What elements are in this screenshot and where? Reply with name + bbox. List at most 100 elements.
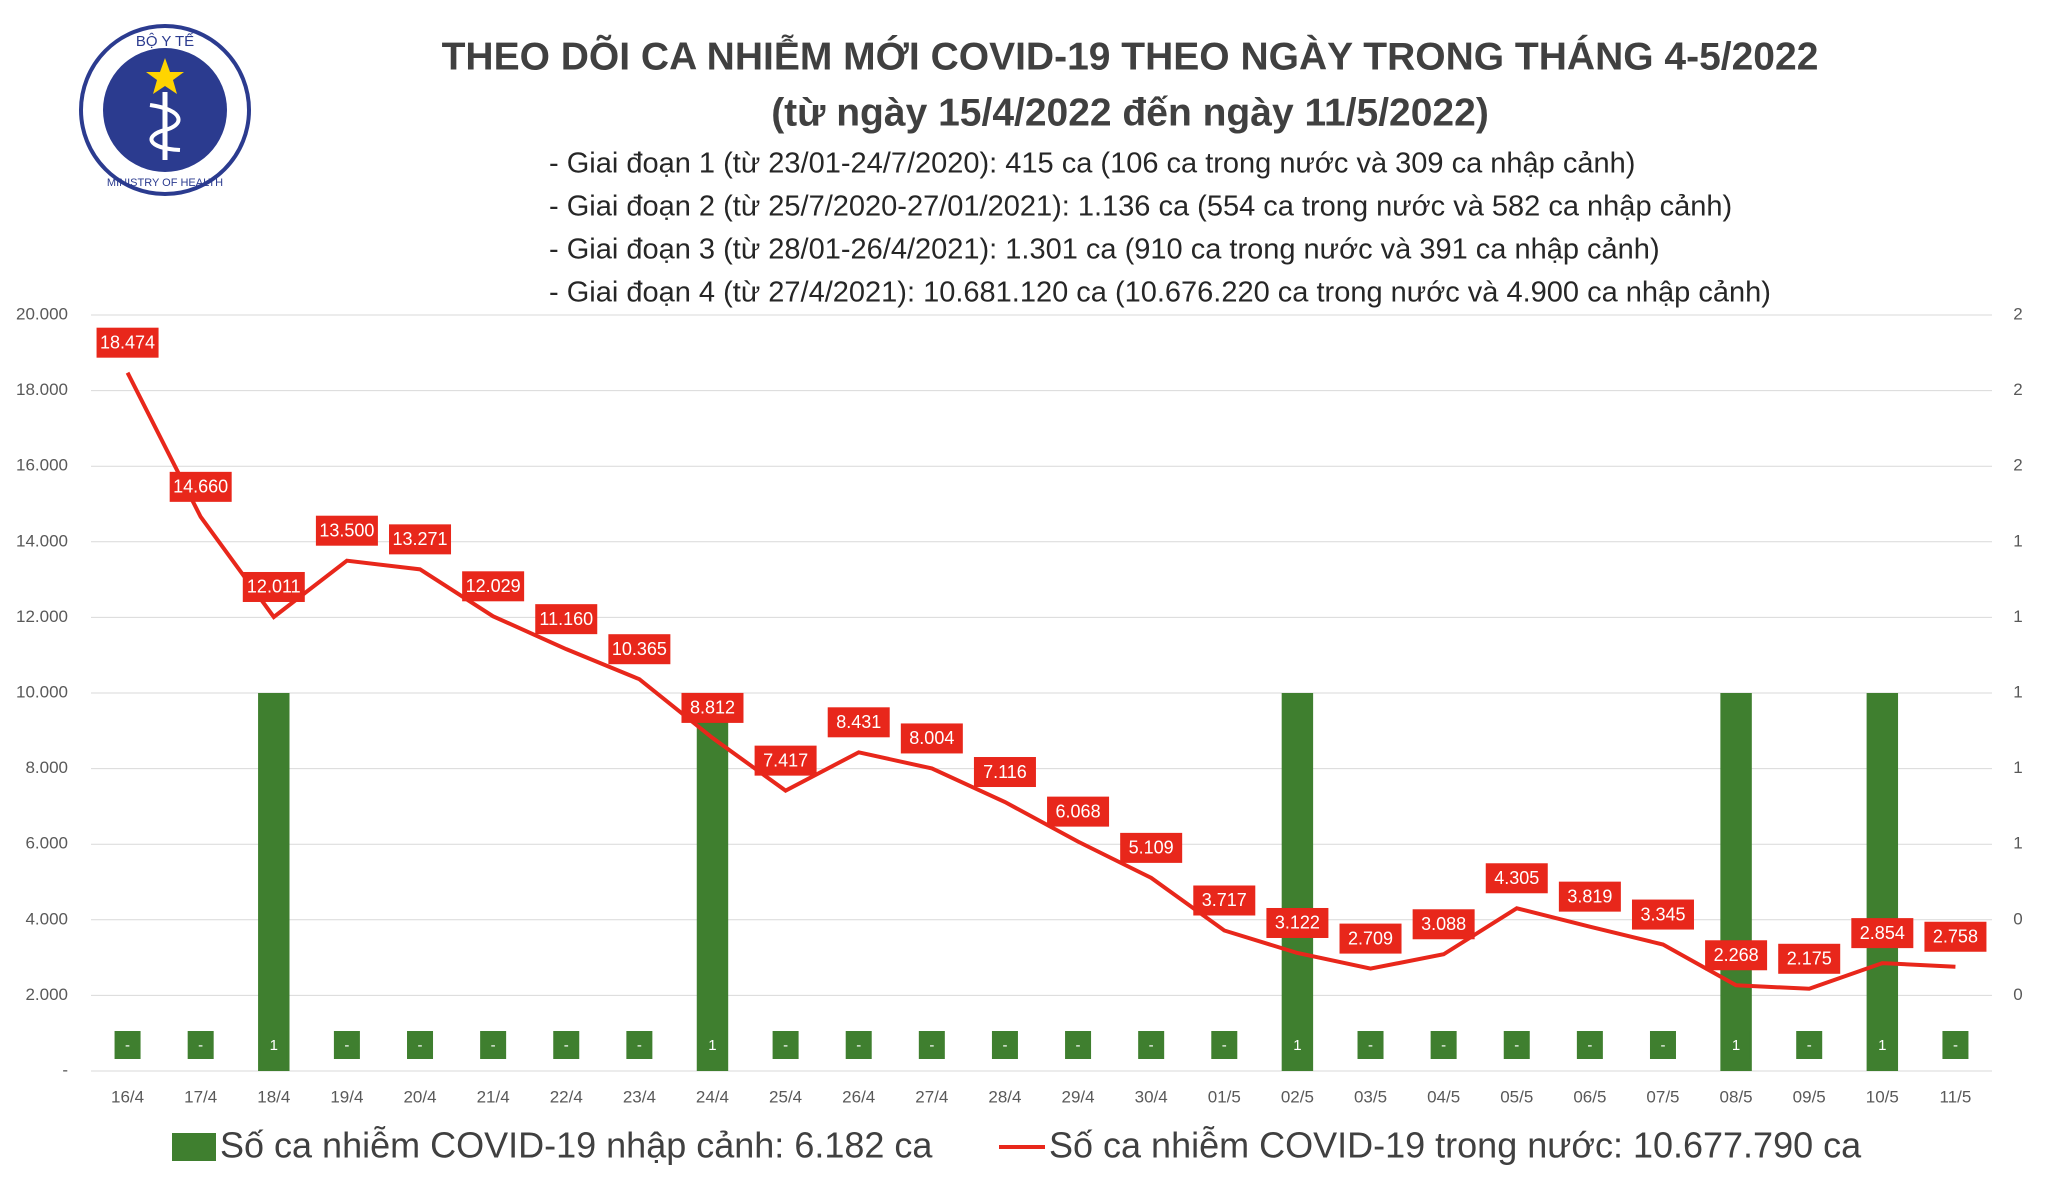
x-tick-label: 03/5 xyxy=(1354,1087,1387,1106)
line-label: 3.345 xyxy=(1640,904,1685,924)
line-label-box xyxy=(1705,940,1768,971)
x-tick-label: 17/4 xyxy=(184,1087,217,1106)
line-label: 13.500 xyxy=(319,520,374,540)
line-label: 8.004 xyxy=(909,728,954,748)
bar-label-box xyxy=(1503,1031,1530,1059)
bar-label-box xyxy=(772,1031,799,1059)
bar-label: - xyxy=(856,1037,861,1054)
bar-label: 1 xyxy=(708,1037,716,1054)
x-tick-label: 09/5 xyxy=(1793,1087,1826,1106)
x-tick-label: 26/4 xyxy=(842,1087,875,1106)
bar-label-box xyxy=(553,1031,580,1059)
bar-label: - xyxy=(491,1037,496,1054)
bar-label: - xyxy=(1587,1037,1592,1054)
line-label: 12.011 xyxy=(247,577,301,597)
data-labels: - - 1 - - - - - 1 - - - - - - - 1 - - - - - 1 - 1 - 18.474 14.660 12… xyxy=(96,327,1987,1059)
line-label-box xyxy=(1193,885,1256,916)
y2-tick-label: 1 xyxy=(2013,834,2022,853)
bar-label-box xyxy=(114,1031,141,1059)
line-label-box xyxy=(1485,863,1548,894)
bar-label-box xyxy=(1723,1031,1750,1059)
line-label-box xyxy=(1412,909,1475,940)
bar-label-box xyxy=(480,1031,507,1059)
x-tick-label: 18/4 xyxy=(257,1087,290,1106)
line-label-box xyxy=(389,524,452,555)
y-tick-label: 8.000 xyxy=(25,758,68,777)
bar-label: 1 xyxy=(1732,1037,1740,1054)
bar-label-box xyxy=(1065,1031,1092,1059)
line-label-box xyxy=(242,571,305,602)
legend-label: Số ca nhiễm COVID-19 trong nước: 10.677.… xyxy=(1049,1125,1862,1166)
x-tick-label: 29/4 xyxy=(1062,1087,1095,1106)
line-label: 13.271 xyxy=(392,529,447,549)
bar-label-box xyxy=(1284,1031,1311,1059)
line-label-box xyxy=(462,571,525,602)
bar-label-box xyxy=(1796,1031,1823,1059)
logo-bottom-text: MINISTRY OF HEALTH xyxy=(107,177,223,189)
bar-label: - xyxy=(125,1037,130,1054)
bar-label-box xyxy=(1211,1031,1238,1059)
bar-label-box xyxy=(1430,1031,1457,1059)
bar-label: - xyxy=(1953,1037,1958,1054)
line-label-box xyxy=(754,745,817,776)
line-label-box xyxy=(900,723,963,754)
line-label-box xyxy=(315,515,378,546)
line-label: 3.088 xyxy=(1421,914,1466,934)
bar-label-box xyxy=(187,1031,214,1059)
bar-label: - xyxy=(1076,1037,1081,1054)
bar-label-box xyxy=(333,1031,360,1059)
x-tick-label: 24/4 xyxy=(696,1087,729,1106)
y-tick-label: 10.000 xyxy=(16,682,68,701)
bar-label: - xyxy=(1002,1037,1007,1054)
line-label-box xyxy=(681,692,744,723)
x-tick-label: 20/4 xyxy=(403,1087,436,1106)
line-label: 2.854 xyxy=(1860,923,1905,943)
line-label: 8.812 xyxy=(690,698,735,718)
line-label-box xyxy=(1924,921,1987,952)
bar-label: - xyxy=(198,1037,203,1054)
bar-label: 1 xyxy=(270,1037,278,1054)
bar-label: - xyxy=(1441,1037,1446,1054)
y2-tick-label: 1 xyxy=(2013,607,2022,626)
bar-label: - xyxy=(1807,1037,1812,1054)
line-label: 7.116 xyxy=(983,762,1027,782)
x-tick-label: 10/5 xyxy=(1866,1087,1899,1106)
line-label-box xyxy=(973,757,1036,788)
bar-label: - xyxy=(1222,1037,1227,1054)
bar-label-box xyxy=(1869,1031,1896,1059)
y-tick-label: 14.000 xyxy=(16,531,68,550)
line-label: 12.029 xyxy=(466,576,521,596)
line-label: 2.758 xyxy=(1933,926,1978,946)
logo-star xyxy=(146,58,184,94)
bar-label-box xyxy=(407,1031,434,1059)
y2-tick-label: 0 xyxy=(2013,909,2022,928)
x-tick-label: 21/4 xyxy=(477,1087,510,1106)
bar xyxy=(258,693,290,1071)
logo: BỘ Y TẾ MINISTRY OF HEALTH xyxy=(79,24,251,196)
bar-label-box xyxy=(1942,1031,1969,1059)
bar-label: - xyxy=(344,1037,349,1054)
x-tick-label: 02/5 xyxy=(1281,1087,1314,1106)
line-label: 4.305 xyxy=(1494,868,1539,888)
bar xyxy=(1866,693,1899,1071)
x-tick-label: 01/5 xyxy=(1208,1087,1241,1106)
y-tick-label: 20.000 xyxy=(16,304,68,323)
bar-label: - xyxy=(637,1037,642,1054)
line-label-box xyxy=(535,604,598,635)
y-tick-label: 4.000 xyxy=(25,909,68,928)
y2-tick-label: 2 xyxy=(2013,380,2022,399)
line-label: 7.417 xyxy=(763,750,808,770)
logo-top-text: BỘ Y TẾ xyxy=(136,33,194,50)
bar-label-box xyxy=(1357,1031,1384,1059)
y2-tick-label: 0 xyxy=(2013,985,2022,1004)
note: - Giai đoạn 2 (từ 25/7/2020-27/01/2021):… xyxy=(549,191,1732,223)
x-tick-label: 22/4 xyxy=(550,1087,583,1106)
line-label: 5.109 xyxy=(1129,838,1174,858)
line-label-box xyxy=(96,327,159,358)
chart-subtitle: (từ ngày 15/4/2022 đến ngày 11/5/2022) xyxy=(771,91,1489,134)
line-label-box xyxy=(1558,881,1621,912)
bar xyxy=(1281,693,1314,1071)
line-label: 10.365 xyxy=(612,639,667,659)
line-label-box xyxy=(1631,899,1694,930)
x-tick-label: 23/4 xyxy=(623,1087,656,1106)
